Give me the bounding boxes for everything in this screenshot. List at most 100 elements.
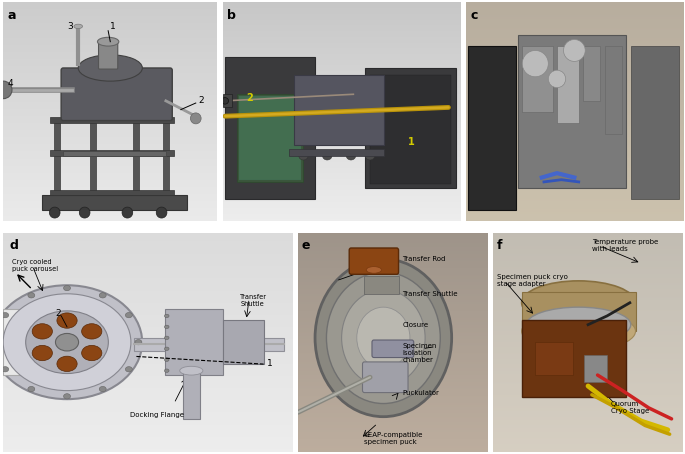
Text: 2: 2 <box>247 93 253 103</box>
Circle shape <box>190 113 201 124</box>
Text: LEAP-compatible
specimen puck: LEAP-compatible specimen puck <box>364 432 423 445</box>
FancyBboxPatch shape <box>294 74 384 145</box>
FancyBboxPatch shape <box>522 321 626 397</box>
Circle shape <box>299 151 308 160</box>
FancyBboxPatch shape <box>183 370 200 419</box>
FancyBboxPatch shape <box>370 74 451 184</box>
Circle shape <box>327 272 440 404</box>
Circle shape <box>135 340 142 345</box>
FancyBboxPatch shape <box>51 190 175 195</box>
FancyBboxPatch shape <box>3 309 32 375</box>
Ellipse shape <box>526 307 631 342</box>
FancyBboxPatch shape <box>42 195 187 210</box>
FancyBboxPatch shape <box>372 340 414 358</box>
Circle shape <box>49 207 60 218</box>
Text: Docking Flange: Docking Flange <box>129 412 184 418</box>
FancyBboxPatch shape <box>223 321 264 364</box>
Circle shape <box>99 386 106 392</box>
Circle shape <box>0 81 12 99</box>
Circle shape <box>32 324 53 339</box>
Circle shape <box>315 259 451 417</box>
Text: Transfer Shuttle: Transfer Shuttle <box>402 291 458 297</box>
FancyBboxPatch shape <box>162 118 169 195</box>
Circle shape <box>164 347 169 350</box>
FancyBboxPatch shape <box>522 292 636 331</box>
FancyBboxPatch shape <box>90 118 97 195</box>
Ellipse shape <box>78 55 142 81</box>
FancyBboxPatch shape <box>535 342 573 375</box>
FancyBboxPatch shape <box>349 248 399 274</box>
Circle shape <box>2 367 9 372</box>
Text: Puckulator: Puckulator <box>402 390 439 395</box>
Circle shape <box>122 207 133 218</box>
Text: Transfer Rod: Transfer Rod <box>402 256 446 262</box>
Circle shape <box>28 293 35 298</box>
FancyBboxPatch shape <box>289 149 384 156</box>
Circle shape <box>342 290 425 386</box>
Text: 3: 3 <box>67 21 73 30</box>
Text: 1: 1 <box>408 137 415 147</box>
Circle shape <box>79 207 90 218</box>
Circle shape <box>164 325 169 329</box>
FancyBboxPatch shape <box>364 276 399 294</box>
Circle shape <box>548 70 566 88</box>
Circle shape <box>357 307 410 369</box>
Text: 4: 4 <box>8 79 13 88</box>
Circle shape <box>346 151 356 160</box>
FancyBboxPatch shape <box>584 355 607 382</box>
FancyBboxPatch shape <box>225 57 315 199</box>
Circle shape <box>0 285 142 399</box>
FancyBboxPatch shape <box>134 338 284 351</box>
Text: Transfer
Shuttle: Transfer Shuttle <box>240 294 267 307</box>
Text: 2: 2 <box>198 96 203 105</box>
Ellipse shape <box>97 37 119 46</box>
Text: c: c <box>470 9 477 22</box>
FancyBboxPatch shape <box>99 40 118 69</box>
Circle shape <box>164 314 169 318</box>
Circle shape <box>221 98 229 104</box>
Circle shape <box>32 345 53 360</box>
Circle shape <box>25 311 108 374</box>
Circle shape <box>28 386 35 392</box>
Circle shape <box>2 312 9 318</box>
Text: f: f <box>497 239 503 252</box>
Text: 2: 2 <box>55 309 61 318</box>
Ellipse shape <box>366 266 382 273</box>
FancyBboxPatch shape <box>133 118 139 195</box>
FancyBboxPatch shape <box>63 151 166 156</box>
Text: Closure: Closure <box>402 322 428 328</box>
Ellipse shape <box>522 311 636 351</box>
Circle shape <box>164 369 169 372</box>
FancyBboxPatch shape <box>557 46 579 123</box>
Text: Quorum
Cryo Stage: Quorum Cryo Stage <box>611 401 649 415</box>
FancyBboxPatch shape <box>53 118 60 195</box>
Circle shape <box>365 151 375 160</box>
FancyBboxPatch shape <box>631 46 679 199</box>
FancyBboxPatch shape <box>362 362 408 393</box>
Text: e: e <box>302 239 310 252</box>
Circle shape <box>125 367 132 372</box>
Circle shape <box>64 286 71 291</box>
Ellipse shape <box>74 24 82 29</box>
Circle shape <box>55 333 79 351</box>
FancyBboxPatch shape <box>237 94 303 182</box>
Text: Temperature probe
with leads: Temperature probe with leads <box>592 239 658 252</box>
FancyBboxPatch shape <box>239 96 301 180</box>
Circle shape <box>323 151 332 160</box>
Circle shape <box>82 345 102 360</box>
Ellipse shape <box>179 366 203 375</box>
FancyBboxPatch shape <box>365 68 456 188</box>
Ellipse shape <box>522 281 636 325</box>
FancyBboxPatch shape <box>51 150 175 156</box>
FancyBboxPatch shape <box>605 46 622 133</box>
FancyBboxPatch shape <box>61 68 172 121</box>
Circle shape <box>564 39 585 61</box>
Text: 1: 1 <box>110 21 115 30</box>
Text: d: d <box>9 239 18 252</box>
Text: 1: 1 <box>266 359 272 368</box>
Circle shape <box>57 313 77 328</box>
Circle shape <box>64 394 71 399</box>
Circle shape <box>57 356 77 371</box>
FancyBboxPatch shape <box>522 46 553 112</box>
Text: Specimen puck cryo
stage adapter: Specimen puck cryo stage adapter <box>497 274 568 287</box>
